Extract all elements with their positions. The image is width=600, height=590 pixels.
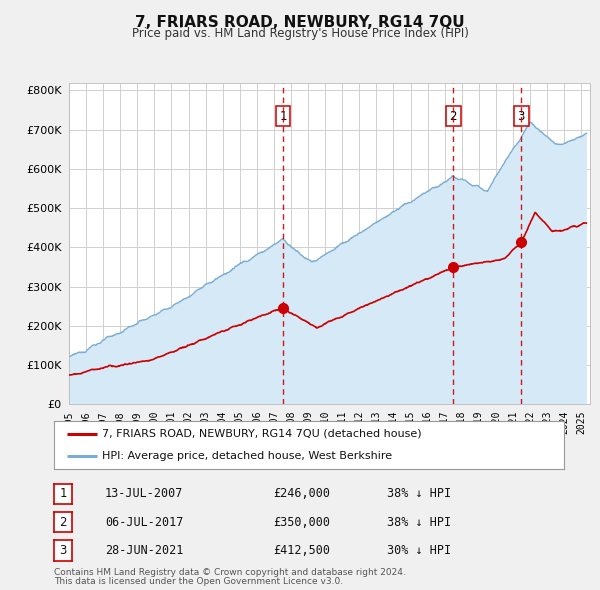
Text: 2: 2 bbox=[449, 110, 457, 123]
Text: This data is licensed under the Open Government Licence v3.0.: This data is licensed under the Open Gov… bbox=[54, 577, 343, 586]
Text: 13-JUL-2007: 13-JUL-2007 bbox=[105, 487, 184, 500]
Text: 7, FRIARS ROAD, NEWBURY, RG14 7QU (detached house): 7, FRIARS ROAD, NEWBURY, RG14 7QU (detac… bbox=[103, 429, 422, 439]
Text: 1: 1 bbox=[279, 110, 287, 123]
Text: 3: 3 bbox=[59, 544, 67, 557]
Text: HPI: Average price, detached house, West Berkshire: HPI: Average price, detached house, West… bbox=[103, 451, 392, 461]
Text: Price paid vs. HM Land Registry's House Price Index (HPI): Price paid vs. HM Land Registry's House … bbox=[131, 27, 469, 40]
Text: 06-JUL-2017: 06-JUL-2017 bbox=[105, 516, 184, 529]
Text: 28-JUN-2021: 28-JUN-2021 bbox=[105, 544, 184, 557]
Text: 7, FRIARS ROAD, NEWBURY, RG14 7QU: 7, FRIARS ROAD, NEWBURY, RG14 7QU bbox=[135, 15, 465, 30]
Text: 2: 2 bbox=[59, 516, 67, 529]
Text: £412,500: £412,500 bbox=[273, 544, 330, 557]
Text: 1: 1 bbox=[59, 487, 67, 500]
Text: Contains HM Land Registry data © Crown copyright and database right 2024.: Contains HM Land Registry data © Crown c… bbox=[54, 568, 406, 577]
Text: £350,000: £350,000 bbox=[273, 516, 330, 529]
Text: 38% ↓ HPI: 38% ↓ HPI bbox=[387, 516, 451, 529]
Text: 38% ↓ HPI: 38% ↓ HPI bbox=[387, 487, 451, 500]
Text: 30% ↓ HPI: 30% ↓ HPI bbox=[387, 544, 451, 557]
Text: £246,000: £246,000 bbox=[273, 487, 330, 500]
Text: 3: 3 bbox=[518, 110, 525, 123]
